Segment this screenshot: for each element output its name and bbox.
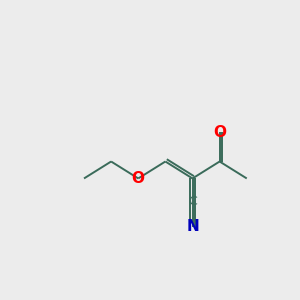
- Text: N: N: [186, 220, 199, 235]
- Text: O: O: [213, 125, 226, 140]
- Text: C: C: [188, 195, 197, 208]
- Text: O: O: [132, 171, 145, 186]
